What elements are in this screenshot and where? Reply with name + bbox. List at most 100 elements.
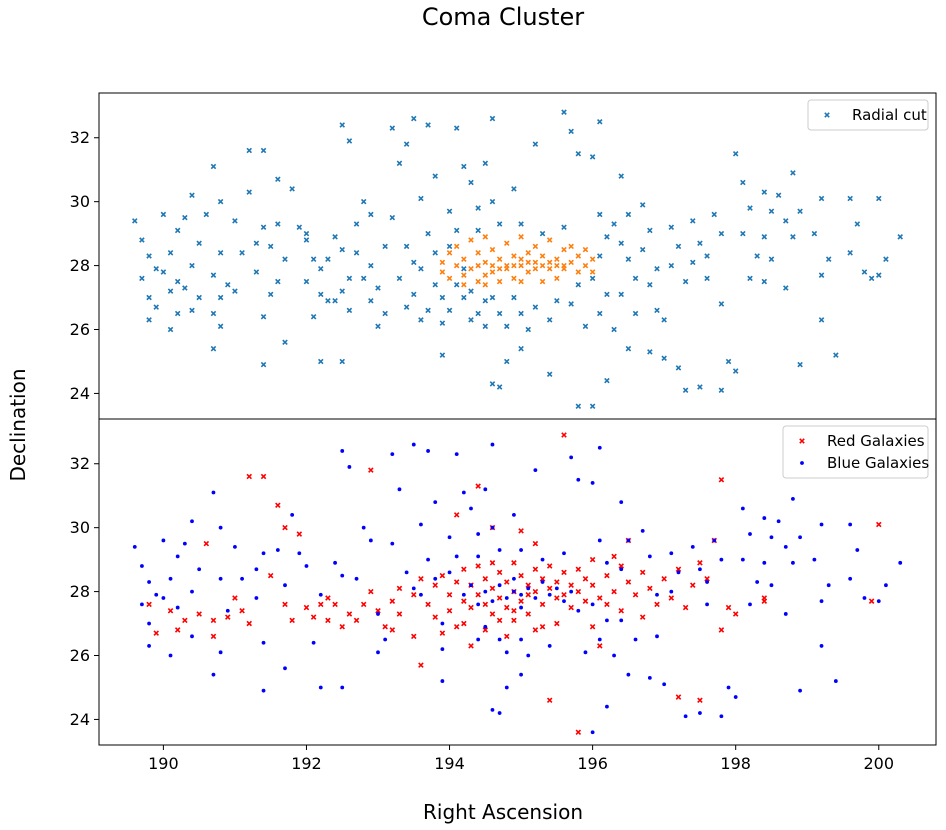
data-point	[475, 250, 481, 256]
data-point	[425, 601, 431, 608]
data-point	[511, 186, 517, 192]
data-point	[833, 679, 838, 683]
data-point	[146, 253, 152, 259]
data-point	[375, 285, 381, 291]
data-point	[389, 214, 396, 221]
data-point	[475, 592, 481, 598]
data-point	[475, 278, 481, 285]
data-point	[425, 122, 431, 128]
data-point	[526, 653, 531, 658]
data-point	[332, 234, 338, 240]
data-point	[546, 563, 553, 569]
data-point	[797, 361, 803, 368]
data-point	[504, 323, 510, 330]
data-point	[554, 262, 560, 269]
data-point	[697, 697, 703, 704]
data-point	[360, 275, 367, 282]
data-point	[740, 557, 745, 562]
data-point	[261, 688, 266, 693]
y-tick-label: 24	[70, 384, 90, 403]
data-point	[554, 595, 560, 601]
data-point	[290, 512, 295, 517]
data-point	[354, 576, 359, 581]
data-point	[318, 592, 323, 597]
data-point	[618, 563, 624, 569]
data-point	[253, 269, 260, 275]
data-point	[490, 442, 495, 447]
data-point	[190, 589, 194, 594]
y-tick-label: 26	[70, 646, 90, 665]
data-point	[482, 297, 489, 304]
data-point	[453, 125, 460, 131]
data-point	[668, 595, 675, 601]
series-1	[439, 234, 596, 288]
data-point	[533, 596, 538, 600]
data-point	[246, 473, 252, 480]
data-point	[575, 269, 582, 275]
data-point	[511, 560, 517, 566]
data-point	[160, 269, 167, 275]
data-point	[147, 580, 151, 584]
data-point	[282, 601, 288, 608]
data-point	[862, 596, 867, 600]
data-point	[647, 281, 653, 288]
data-point	[519, 637, 523, 642]
data-point	[282, 339, 288, 346]
x-axis-ticks: 190 192 194 196 198 200	[148, 745, 894, 773]
data-point	[489, 262, 496, 269]
data-point	[440, 679, 445, 683]
data-point	[562, 599, 566, 604]
data-point	[210, 345, 217, 352]
data-point	[310, 313, 317, 320]
data-point	[318, 358, 324, 365]
data-point	[260, 224, 267, 231]
data-point	[589, 556, 596, 563]
data-point	[676, 570, 681, 575]
data-point	[704, 576, 710, 582]
data-point	[439, 294, 446, 301]
data-point	[210, 617, 217, 624]
data-point	[260, 473, 267, 480]
data-point	[554, 579, 560, 585]
data-point	[217, 323, 224, 330]
data-point	[490, 707, 495, 712]
data-point	[203, 211, 210, 218]
data-point	[704, 253, 710, 259]
data-point	[589, 623, 596, 630]
data-point	[876, 195, 882, 202]
data-point	[725, 604, 732, 611]
data-point	[518, 262, 524, 269]
data-point	[575, 281, 582, 288]
data-point	[217, 198, 224, 205]
data-point	[511, 253, 517, 259]
data-point	[297, 551, 302, 556]
data-point	[218, 576, 223, 581]
data-point	[433, 576, 438, 581]
data-point	[425, 307, 431, 314]
data-point	[453, 579, 460, 585]
data-point	[440, 647, 445, 652]
data-point	[533, 468, 538, 473]
data-point	[897, 234, 903, 240]
data-point	[898, 560, 903, 565]
data-point	[518, 256, 524, 262]
data-point	[633, 637, 638, 642]
data-point	[705, 580, 709, 584]
data-point	[483, 589, 488, 594]
data-point	[296, 531, 303, 537]
data-point	[791, 497, 795, 501]
data-point	[396, 611, 403, 617]
data-point	[339, 246, 345, 253]
data-point	[690, 544, 695, 549]
data-point	[489, 560, 496, 566]
data-point	[432, 614, 438, 620]
data-point	[482, 259, 489, 266]
data-point	[174, 310, 181, 317]
data-point	[396, 585, 403, 592]
x-tick-label: 194	[434, 754, 465, 773]
data-point	[325, 297, 331, 304]
data-point	[718, 476, 725, 483]
data-point	[496, 221, 503, 227]
data-point	[546, 266, 553, 272]
data-point	[647, 227, 653, 234]
